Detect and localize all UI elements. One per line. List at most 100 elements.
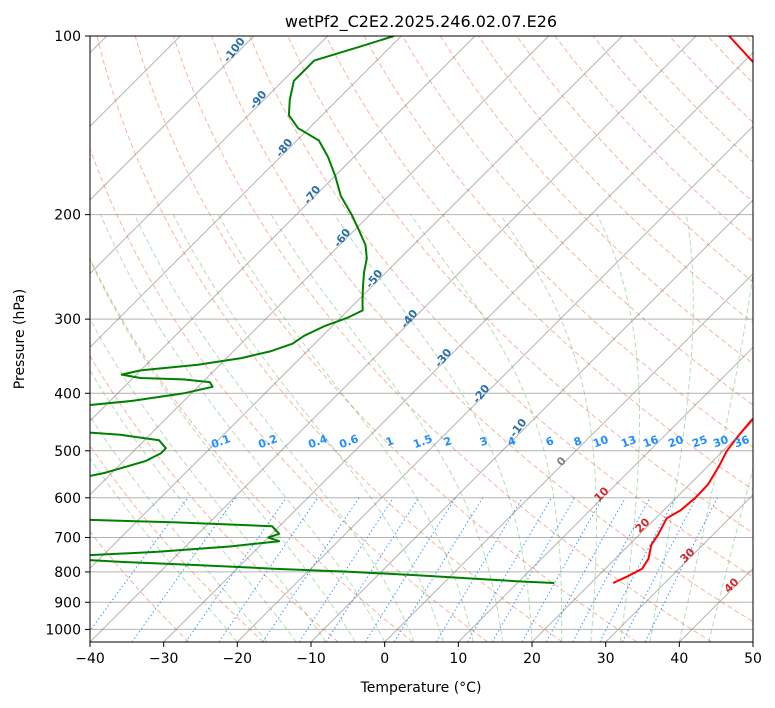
isotherm-line xyxy=(90,36,255,201)
temperature-profile xyxy=(612,36,753,584)
moist-adiabat-label: 0 xyxy=(554,454,569,469)
y-tick-label: 300 xyxy=(54,312,81,328)
dry-adiabat xyxy=(439,36,753,365)
moist-adiabat xyxy=(90,415,268,642)
moist-adiabat xyxy=(90,457,238,642)
dewpoint-profile xyxy=(90,36,555,584)
x-tick-label: 0 xyxy=(380,651,389,667)
isotherm-line xyxy=(384,272,753,642)
dry-adiabat xyxy=(325,36,753,491)
mixing-ratio-line xyxy=(393,497,484,642)
dry-adiabat-label: -90 xyxy=(247,88,270,112)
moist-adiabat xyxy=(134,214,415,642)
moist-adiabat xyxy=(270,214,503,642)
moist-adiabat xyxy=(172,214,445,642)
isotherm-line xyxy=(163,51,753,642)
dry-adiabat-label: -100 xyxy=(221,35,248,65)
dry-adiabat xyxy=(516,36,753,283)
isotherm-line xyxy=(90,36,329,275)
mixing-ratio-label: 36 xyxy=(732,433,751,451)
x-tick-label: −30 xyxy=(149,651,179,667)
moist-adiabat xyxy=(708,466,753,642)
dry-adiabat xyxy=(172,36,712,642)
isotherm-line xyxy=(310,199,753,642)
mixing-ratio-label: 1 xyxy=(384,434,396,449)
mixing-ratio-line xyxy=(599,497,676,642)
dry-adiabat xyxy=(90,444,264,642)
moist-adiabat xyxy=(90,318,327,642)
dry-adiabat-label: -40 xyxy=(398,307,421,331)
y-tick-label: 500 xyxy=(54,444,81,460)
mixing-ratio-label: 6 xyxy=(544,434,556,449)
x-tick-label: 20 xyxy=(523,651,541,667)
moist-adiabat xyxy=(90,258,356,642)
isotherm-line xyxy=(752,641,753,642)
dry-adiabat xyxy=(90,257,414,642)
y-tick-label: 700 xyxy=(54,531,81,547)
moist-adiabat xyxy=(90,369,297,642)
x-tick-label: 10 xyxy=(449,651,467,667)
mixing-ratio-line xyxy=(325,497,420,642)
y-tick-label: 800 xyxy=(54,565,81,581)
y-tick-label: 200 xyxy=(54,208,81,224)
moist-adiabat xyxy=(596,214,640,642)
x-tick-label: 50 xyxy=(744,651,762,667)
mixing-ratio-line xyxy=(90,497,189,632)
y-tick-label: 900 xyxy=(54,595,81,611)
grid-layer xyxy=(90,36,753,642)
moist-adiabat xyxy=(678,269,753,642)
moist-adiabat-label: 30 xyxy=(678,545,698,565)
isotherm-line xyxy=(90,36,550,496)
isotherm-line xyxy=(90,36,623,570)
mixing-ratio-label: 10 xyxy=(591,433,610,451)
x-tick-label: 40 xyxy=(670,651,688,667)
isotherm-line xyxy=(90,36,697,642)
mixing-ratio-line xyxy=(131,497,236,642)
dry-adiabat-label: -60 xyxy=(331,226,354,250)
moist-adiabat xyxy=(410,214,563,642)
dry-adiabat xyxy=(401,36,753,406)
x-tick-label: −40 xyxy=(75,651,105,667)
mixing-ratio-line xyxy=(621,497,697,642)
mixing-ratio-line xyxy=(572,497,651,642)
mixing-ratio-label: 8 xyxy=(572,434,584,449)
mixing-ratio-label: 30 xyxy=(711,433,730,451)
moist-adiabat-label: 20 xyxy=(633,515,653,535)
y-tick-label: 1000 xyxy=(45,622,81,638)
mixing-ratio-label: 0.6 xyxy=(337,432,360,451)
x-tick-label: −10 xyxy=(296,651,326,667)
moist-adiabat xyxy=(499,214,597,642)
isotherm-line xyxy=(236,125,753,642)
tick-layer: −40 −30 −20 −10 0 10 20 30 40 5010020030040050060… xyxy=(45,29,762,667)
mixing-ratio-label: 0.1 xyxy=(209,432,232,451)
mixing-ratio-line xyxy=(435,497,523,642)
mixing-ratio-label: 0.4 xyxy=(306,432,329,451)
mixing-ratio-label: 3 xyxy=(478,434,490,449)
dry-adiabat xyxy=(90,530,190,642)
mixing-ratio-label: 20 xyxy=(666,433,685,451)
dry-adiabat-label: -30 xyxy=(432,346,455,370)
mixing-ratio-line xyxy=(644,497,718,642)
y-tick-label: 600 xyxy=(54,491,81,507)
mixing-ratio-label: 0.2 xyxy=(256,432,279,451)
dry-adiabat xyxy=(90,147,488,642)
series-layer xyxy=(90,36,753,584)
mixing-ratio-label: 1.5 xyxy=(411,432,434,451)
isotherm-line xyxy=(90,36,402,349)
isotherm-line xyxy=(531,420,753,642)
isotherm-line xyxy=(605,493,753,642)
x-tick-label: −20 xyxy=(223,651,253,667)
y-axis-label: Pressure (hPa) xyxy=(12,289,28,389)
moist-adiabat-label: 10 xyxy=(592,484,612,504)
dry-adiabat-label: -80 xyxy=(273,136,296,160)
mixing-ratio-line xyxy=(545,497,626,642)
moist-adiabat xyxy=(217,214,474,642)
dry-adiabat-label: -20 xyxy=(470,382,493,406)
y-tick-label: 100 xyxy=(54,29,81,45)
plot-frame xyxy=(89,35,754,643)
mixing-ratio-label: 25 xyxy=(690,433,709,450)
chart-title: wetPf2_C2E2.2025.246.02.07.E26 xyxy=(285,12,557,32)
mixing-ratio-label: 2 xyxy=(442,434,454,449)
dry-adiabat xyxy=(745,36,753,45)
